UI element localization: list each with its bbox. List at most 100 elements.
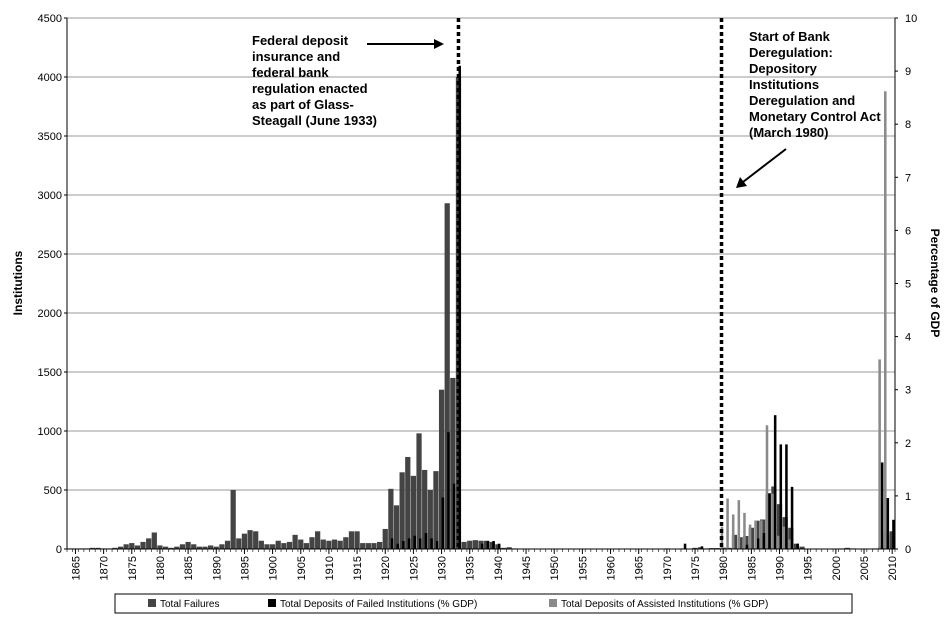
x-tick-label: 1955 — [577, 556, 589, 580]
bar-total-failures — [444, 203, 450, 549]
x-tick-label: 1935 — [465, 556, 477, 580]
x-tick-label: 1940 — [493, 556, 505, 580]
bar-assisted-deposits — [754, 520, 757, 549]
deregulation-annotation-line: Deregulation: — [749, 45, 833, 60]
right-tick-label: 9 — [905, 66, 911, 78]
bar-failed-deposits — [402, 541, 405, 549]
left-tick-label: 1500 — [38, 367, 62, 379]
bar-assisted-deposits — [743, 512, 746, 549]
bar-failed-deposits — [492, 541, 495, 549]
bar-total-failures — [405, 456, 411, 549]
x-tick-label: 1915 — [352, 556, 364, 580]
bar-total-failures — [219, 544, 225, 549]
bar-failed-deposits — [486, 541, 490, 549]
x-tick-label: 2005 — [859, 556, 871, 580]
x-tick-label: 1950 — [549, 556, 561, 580]
bar-total-failures — [303, 543, 310, 549]
bar-total-failures — [427, 490, 433, 549]
bar-total-failures — [343, 537, 349, 549]
bar-total-failures — [844, 547, 850, 549]
x-tick-label: 1910 — [324, 556, 336, 580]
bar-failed-deposits — [441, 497, 445, 549]
gridlines — [67, 17, 895, 491]
bar-assisted-deposits — [782, 526, 786, 549]
bar-failed-deposits — [683, 543, 687, 549]
bar-total-failures — [365, 543, 371, 549]
bar-failed-deposits — [762, 533, 766, 549]
bar-failed-deposits — [419, 538, 422, 549]
right-tick-label: 1 — [905, 491, 911, 503]
x-tick-label: 1965 — [634, 556, 646, 580]
bar-failed-deposits — [390, 538, 394, 549]
bar-failed-deposits — [886, 498, 890, 549]
bar-total-failures — [129, 543, 135, 549]
x-tick-label: 1925 — [408, 556, 420, 580]
bar-total-failures — [275, 540, 281, 549]
bar-total-failures — [236, 538, 242, 549]
bar-total-failures — [331, 539, 338, 549]
bar-total-failures — [224, 540, 231, 549]
deregulation-arrowhead — [736, 177, 747, 188]
bar-total-failures — [253, 531, 259, 549]
bar-failed-deposits — [497, 543, 501, 549]
x-tick-label: 1945 — [521, 556, 533, 580]
x-tick-label: 1985 — [746, 556, 758, 580]
legend: Total Failures Total Deposits of Failed … — [114, 593, 853, 614]
legend-swatch-assisted-deposits — [549, 599, 557, 607]
bar-assisted-deposits — [731, 514, 735, 549]
glass-steagall-annotation-line: federal bank — [252, 65, 329, 80]
bar-failed-deposits — [779, 444, 783, 549]
glass-steagall-annotation-line: as part of Glass- — [252, 97, 354, 112]
bar-total-failures — [371, 543, 377, 549]
bar-total-failures — [89, 547, 95, 549]
right-tick-label: 8 — [905, 119, 911, 131]
bar-total-failures — [146, 538, 152, 549]
bar-total-failures — [354, 531, 360, 549]
bar-total-failures — [134, 545, 141, 549]
bar-total-failures — [185, 541, 191, 549]
bar-total-failures — [410, 475, 417, 549]
left-tick-label: 500 — [44, 485, 62, 497]
bar-total-failures — [438, 389, 445, 549]
bar-total-failures — [422, 469, 428, 549]
bar-total-failures — [692, 547, 698, 549]
x-tick-label: 1920 — [380, 556, 392, 580]
glass-steagall-annotation: Federal deposit insurance and federal bank… — [252, 33, 377, 128]
bar-total-failures — [376, 541, 383, 549]
legend-swatch-failures — [148, 599, 156, 607]
bar-total-failures — [286, 541, 293, 549]
bar-total-failures — [281, 543, 287, 549]
bar-total-failures — [472, 540, 478, 549]
bar-assisted-deposits — [737, 500, 741, 549]
x-tick-label: 1885 — [183, 556, 195, 580]
right-axis-title: Percentage of GDP — [928, 229, 942, 338]
bar-total-failures — [416, 433, 422, 549]
bar-assisted-deposits — [788, 539, 791, 549]
bar-assisted-deposits — [776, 535, 780, 549]
bar-failed-deposits — [892, 519, 895, 549]
right-axis-ticks: 0 1 2 3 4 5 6 7 8 9 10 — [895, 13, 917, 556]
bar-failed-deposits — [757, 538, 760, 549]
left-tick-label: 4000 — [38, 72, 62, 84]
bar-failed-deposits — [790, 486, 794, 549]
x-tick-label: 2010 — [887, 556, 899, 580]
x-tick-label: 1960 — [606, 556, 618, 580]
x-tick-label: 1975 — [690, 556, 702, 580]
bar-assisted-deposits — [760, 520, 763, 549]
deregulation-arrow — [742, 148, 787, 183]
bar-total-failures — [348, 531, 355, 549]
bar-failed-deposits — [796, 543, 799, 549]
x-tick-label: 2000 — [831, 556, 843, 580]
left-axis-title: Institutions — [11, 250, 25, 315]
bar-total-failures — [213, 546, 219, 549]
bar-failed-deposits — [435, 541, 439, 549]
bar-failed-deposits — [396, 543, 400, 549]
bar-total-failures — [230, 490, 236, 549]
left-axis-ticks: 0 500 1000 1500 2000 2500 3000 3500 4000 4500 — [38, 13, 67, 556]
right-tick-label: 7 — [905, 172, 911, 184]
bar-total-failures — [123, 544, 129, 549]
x-tick-label: 1890 — [211, 556, 223, 580]
bar-failed-deposits — [481, 543, 484, 549]
bar-failed-deposits — [768, 493, 771, 549]
right-tick-label: 6 — [905, 225, 911, 237]
